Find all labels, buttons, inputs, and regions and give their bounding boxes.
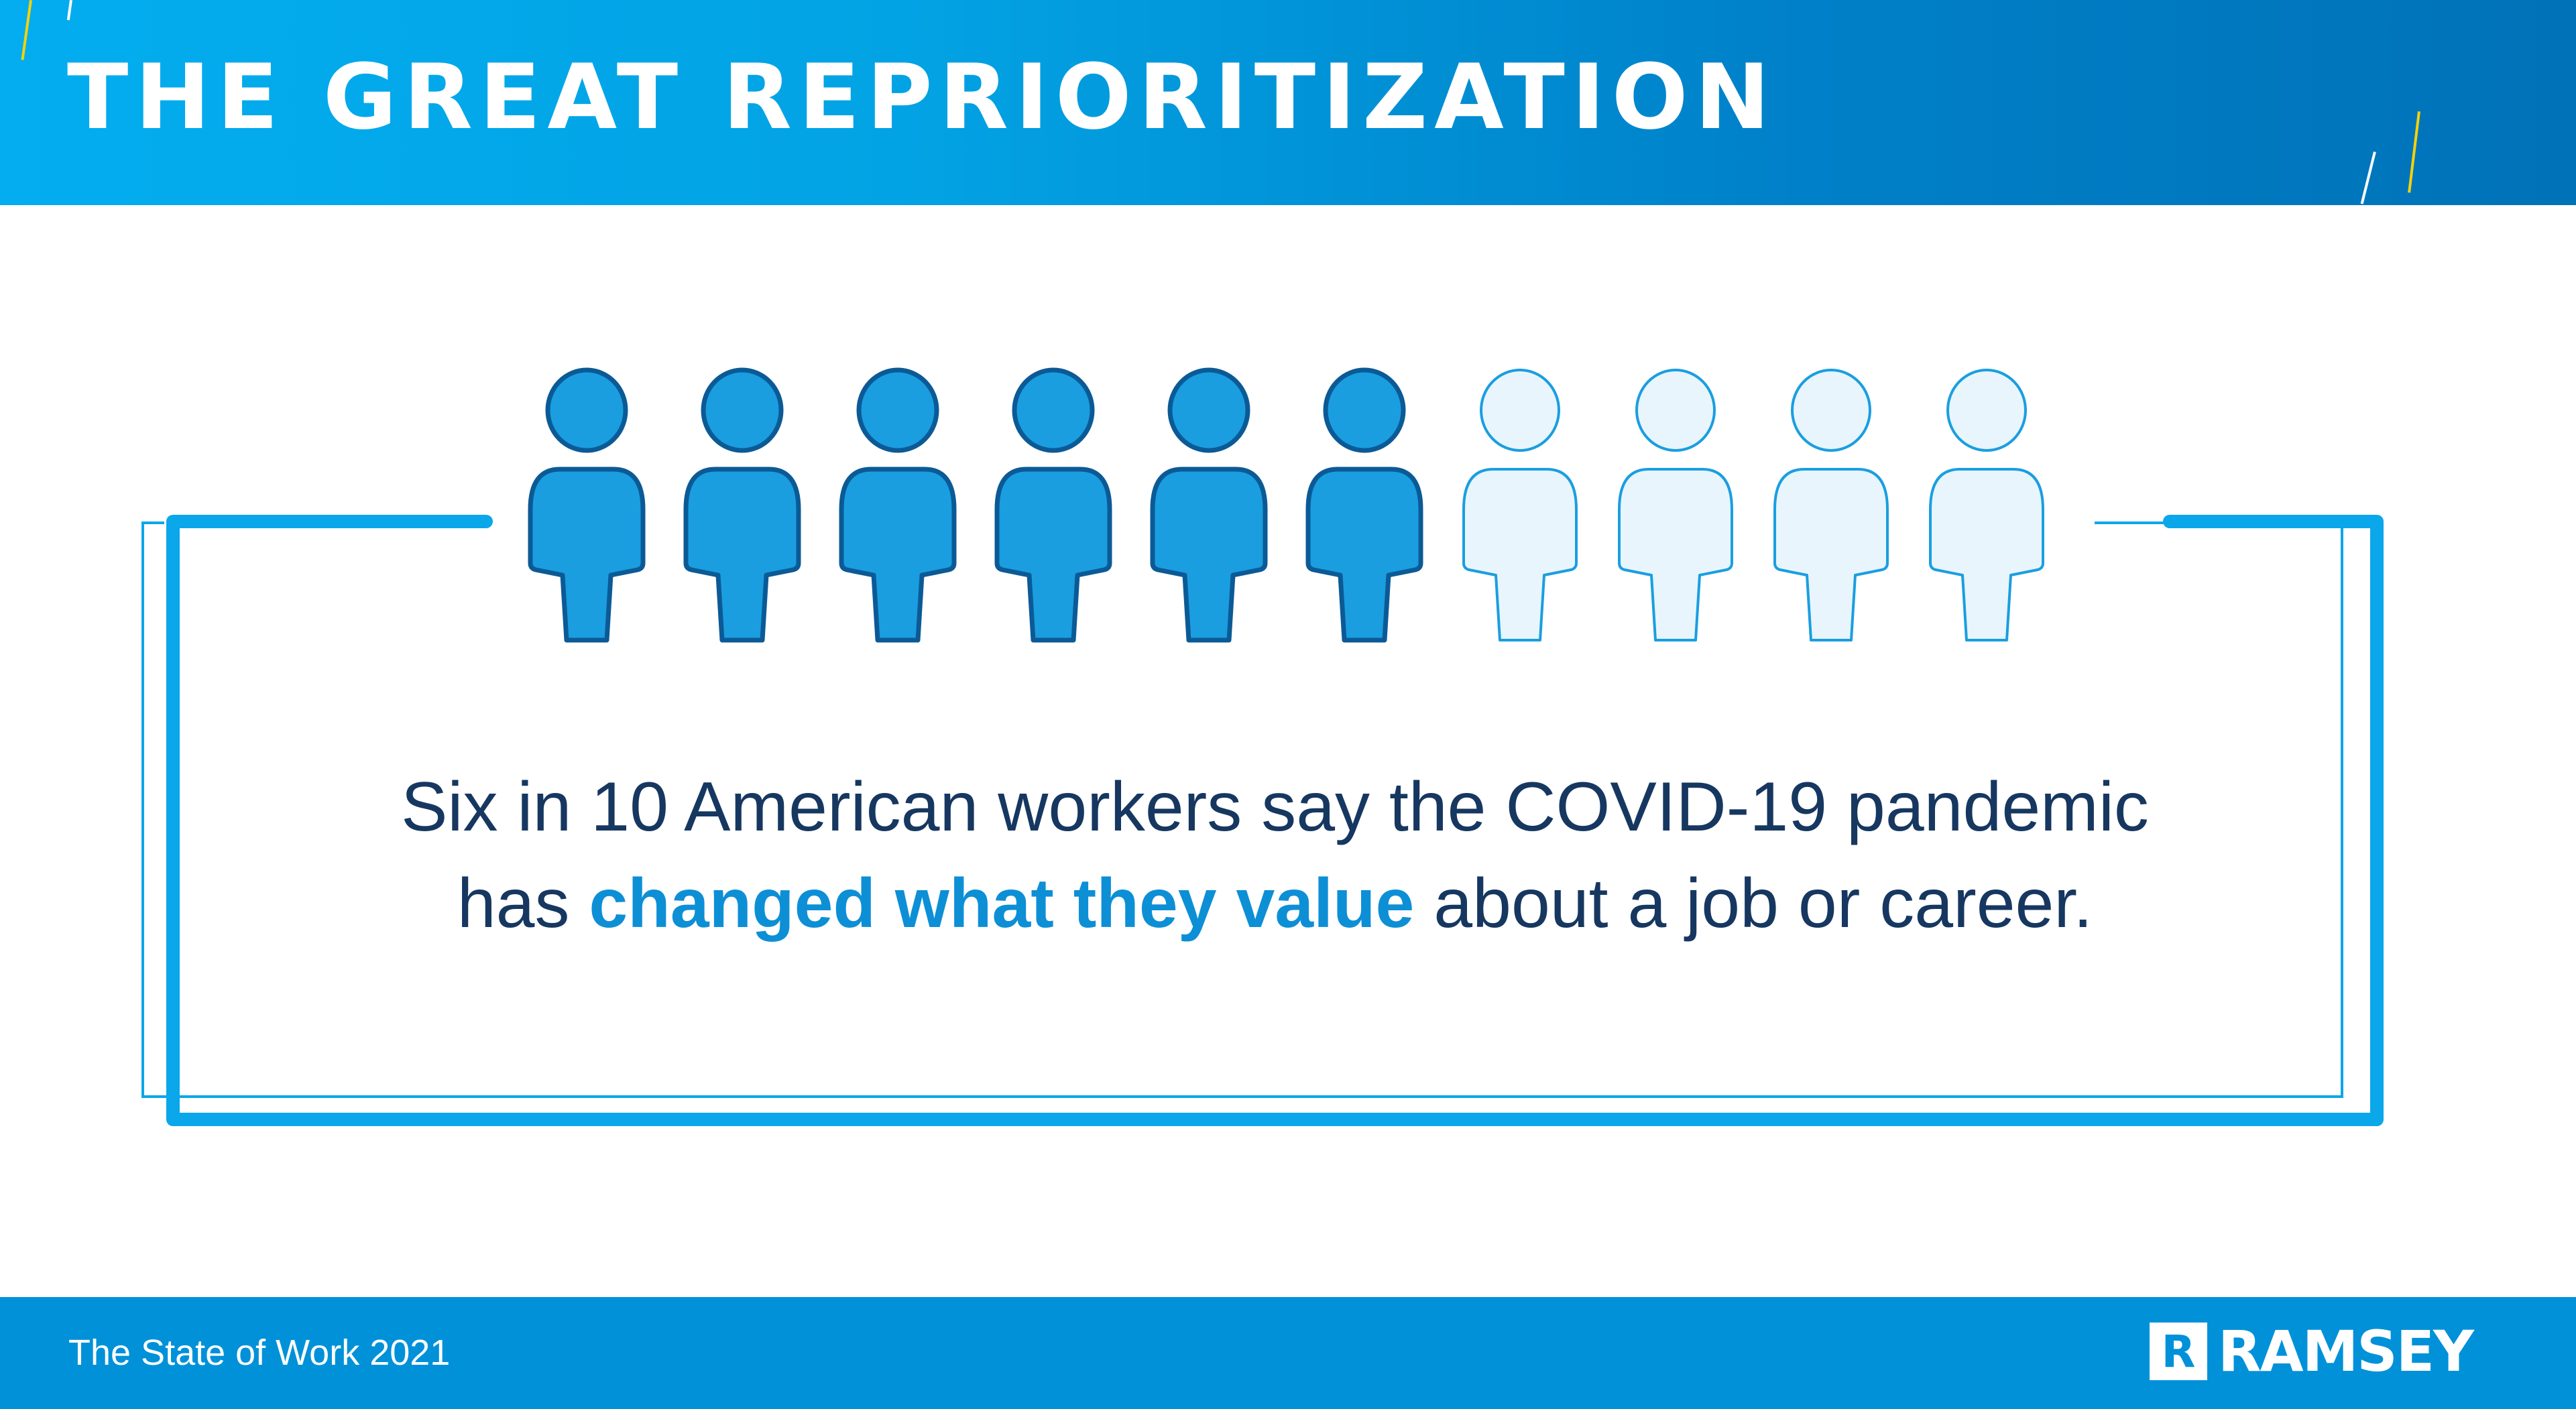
- header-banner: THE GREAT REPRIORITIZATION: [0, 0, 2576, 205]
- person-body: [1305, 467, 1423, 643]
- person-body: [1929, 468, 2044, 641]
- person-body: [994, 467, 1112, 643]
- person-icon-filled: [1150, 367, 1268, 643]
- people-pictogram: [528, 367, 2044, 643]
- page-title: THE GREAT REPRIORITIZATION: [67, 45, 1777, 149]
- statement-text: has: [457, 865, 589, 942]
- person-body: [1618, 468, 1733, 641]
- person-icon-empty: [1462, 369, 1578, 641]
- person-body: [839, 467, 957, 643]
- person-body: [528, 467, 646, 643]
- person-head: [1946, 369, 2027, 452]
- person-body: [683, 467, 801, 643]
- person-head: [856, 367, 939, 453]
- person-head: [1323, 367, 1406, 453]
- statement-text: Six in 10 American workers say the COVID…: [401, 768, 2149, 846]
- person-icon-filled: [683, 367, 801, 643]
- person-icon-filled: [528, 367, 646, 643]
- person-icon-filled: [994, 367, 1112, 643]
- statement-line-2: has changed what they value about a job …: [168, 869, 2382, 938]
- person-icon-empty: [1929, 369, 2044, 641]
- statement-highlight: changed what they value: [589, 865, 1415, 942]
- statement-line-1: Six in 10 American workers say the COVID…: [168, 772, 2382, 842]
- person-head: [1791, 369, 1871, 452]
- person-head: [1635, 369, 1716, 452]
- statement-text: about a job or career.: [1414, 865, 2093, 942]
- person-icon-empty: [1618, 369, 1733, 641]
- ramsey-logo: R RAMSEY: [2150, 1319, 2474, 1384]
- person-head: [701, 367, 784, 453]
- logo-wordmark: RAMSEY: [2218, 1319, 2474, 1384]
- person-body: [1462, 468, 1578, 641]
- person-body: [1150, 467, 1268, 643]
- person-icon-filled: [1305, 367, 1423, 643]
- person-icon-filled: [839, 367, 957, 643]
- footer-bar: The State of Work 2021 R RAMSEY: [0, 1297, 2576, 1409]
- person-head: [545, 367, 628, 453]
- person-body: [1773, 468, 1889, 641]
- person-head: [1012, 367, 1095, 453]
- person-head: [1480, 369, 1560, 452]
- frame-thick-line: [166, 515, 2384, 1126]
- person-icon-empty: [1773, 369, 1889, 641]
- footer-source: The State of Work 2021: [68, 1333, 451, 1373]
- logo-mark-icon: R: [2150, 1323, 2207, 1380]
- person-head: [1167, 367, 1250, 453]
